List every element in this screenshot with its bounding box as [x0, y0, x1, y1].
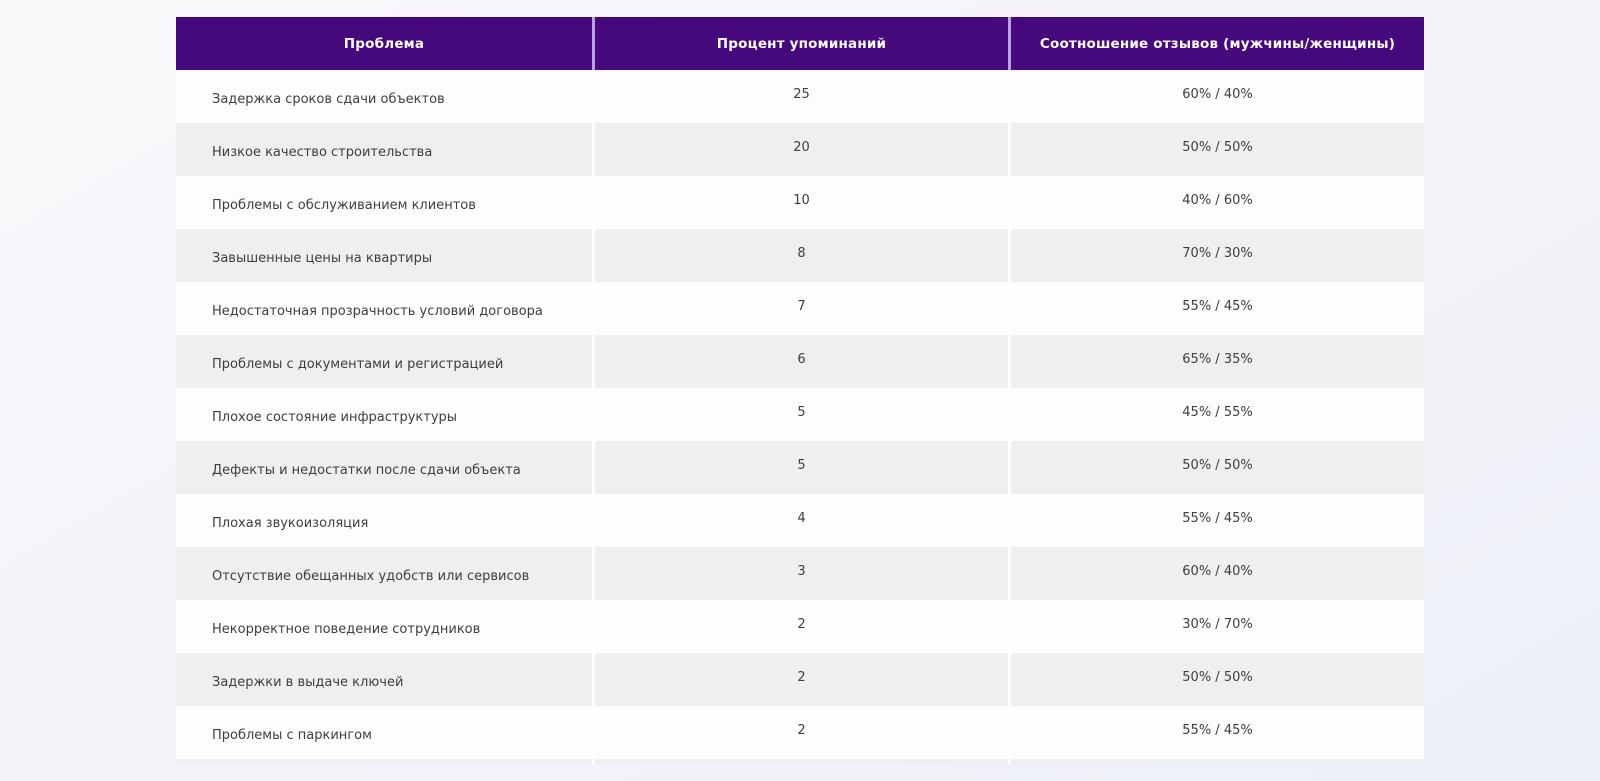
table-body: Задержка сроков сдачи объектов 25 60% / …	[176, 70, 1424, 759]
cell-mentions-percent: 20	[592, 123, 1008, 176]
table-row: Проблемы с обслуживанием клиентов 10 40%…	[176, 176, 1424, 229]
cell-problem: Некорректное поведение сотрудников	[212, 622, 481, 637]
table-header-row: Проблема Процент упоминаний Соотношение …	[176, 17, 1424, 70]
cell-mentions-percent: 2	[592, 706, 1008, 759]
cell-problem: Проблемы с обслуживанием клиентов	[212, 198, 476, 213]
cell-problem: Низкое качество строительства	[212, 145, 433, 160]
table-row: Проблемы с паркингом 2 55% / 45%	[176, 706, 1424, 759]
problems-table: Проблема Процент упоминаний Соотношение …	[176, 17, 1424, 764]
cell-mentions-percent: 25	[592, 70, 1008, 123]
cell-ratio: 65% / 35%	[1008, 335, 1424, 388]
cell-ratio: 45% / 55%	[1008, 388, 1424, 441]
cell-problem: Задержки в выдаче ключей	[212, 675, 404, 690]
cell-ratio: 55% / 45%	[1008, 282, 1424, 335]
cell-problem: Дефекты и недостатки после сдачи объекта	[212, 463, 521, 478]
cell-problem: Отсутствие обещанных удобств или сервисо…	[212, 569, 530, 584]
cell-mentions-percent: 5	[592, 388, 1008, 441]
cell-mentions-percent: 10	[592, 176, 1008, 229]
cell-mentions-percent: 8	[592, 229, 1008, 282]
cell-ratio: 55% / 45%	[1008, 494, 1424, 547]
cell-mentions-percent: 7	[592, 282, 1008, 335]
cell-problem: Проблемы с паркингом	[212, 728, 372, 743]
cell-mentions-percent: 4	[592, 494, 1008, 547]
header-cell-ratio: Соотношение отзывов (мужчины/женщины)	[1008, 17, 1424, 70]
table-row: Плохое состояние инфраструктуры 5 45% / …	[176, 388, 1424, 441]
cell-problem: Недостаточная прозрачность условий догов…	[212, 304, 543, 319]
cell-mentions-percent: 6	[592, 335, 1008, 388]
header-cell-problem: Проблема	[176, 17, 592, 70]
table-row: Завышенные цены на квартиры 8 70% / 30%	[176, 229, 1424, 282]
cell-problem: Плохое состояние инфраструктуры	[212, 410, 458, 425]
table-row: Задержки в выдаче ключей 2 50% / 50%	[176, 653, 1424, 706]
cell-ratio: 50% / 50%	[1008, 123, 1424, 176]
cell-ratio: 50% / 50%	[1008, 441, 1424, 494]
cell-ratio: 70% / 30%	[1008, 229, 1424, 282]
table-row: Проблемы с документами и регистрацией 6 …	[176, 335, 1424, 388]
table-row: Задержка сроков сдачи объектов 25 60% / …	[176, 70, 1424, 123]
cell-mentions-percent: 3	[592, 547, 1008, 600]
cell-mentions-percent: 2	[592, 653, 1008, 706]
table-row: Некорректное поведение сотрудников 2 30%…	[176, 600, 1424, 653]
cell-mentions-percent: 5	[592, 441, 1008, 494]
cell-problem: Проблемы с документами и регистрацией	[212, 357, 504, 372]
table-row: Плохая звукоизоляция 4 55% / 45%	[176, 494, 1424, 547]
cell-ratio: 60% / 40%	[1008, 547, 1424, 600]
cell-ratio: 55% / 45%	[1008, 706, 1424, 759]
cell-problem: Плохая звукоизоляция	[212, 516, 369, 531]
cell-mentions-percent-partial	[592, 759, 1008, 764]
cell-ratio: 40% / 60%	[1008, 176, 1424, 229]
table-row-partial	[176, 759, 1424, 764]
table-row: Отсутствие обещанных удобств или сервисо…	[176, 547, 1424, 600]
cell-ratio: 60% / 40%	[1008, 70, 1424, 123]
table-row: Недостаточная прозрачность условий догов…	[176, 282, 1424, 335]
table-row: Дефекты и недостатки после сдачи объекта…	[176, 441, 1424, 494]
table-row: Низкое качество строительства 20 50% / 5…	[176, 123, 1424, 176]
cell-ratio: 30% / 70%	[1008, 600, 1424, 653]
cell-problem: Задержка сроков сдачи объектов	[212, 92, 445, 107]
cell-problem-partial	[176, 759, 592, 764]
header-cell-mentions-percent: Процент упоминаний	[592, 17, 1008, 70]
cell-problem: Завышенные цены на квартиры	[212, 251, 433, 266]
cell-ratio: 50% / 50%	[1008, 653, 1424, 706]
cell-mentions-percent: 2	[592, 600, 1008, 653]
cell-ratio-partial	[1008, 759, 1424, 764]
